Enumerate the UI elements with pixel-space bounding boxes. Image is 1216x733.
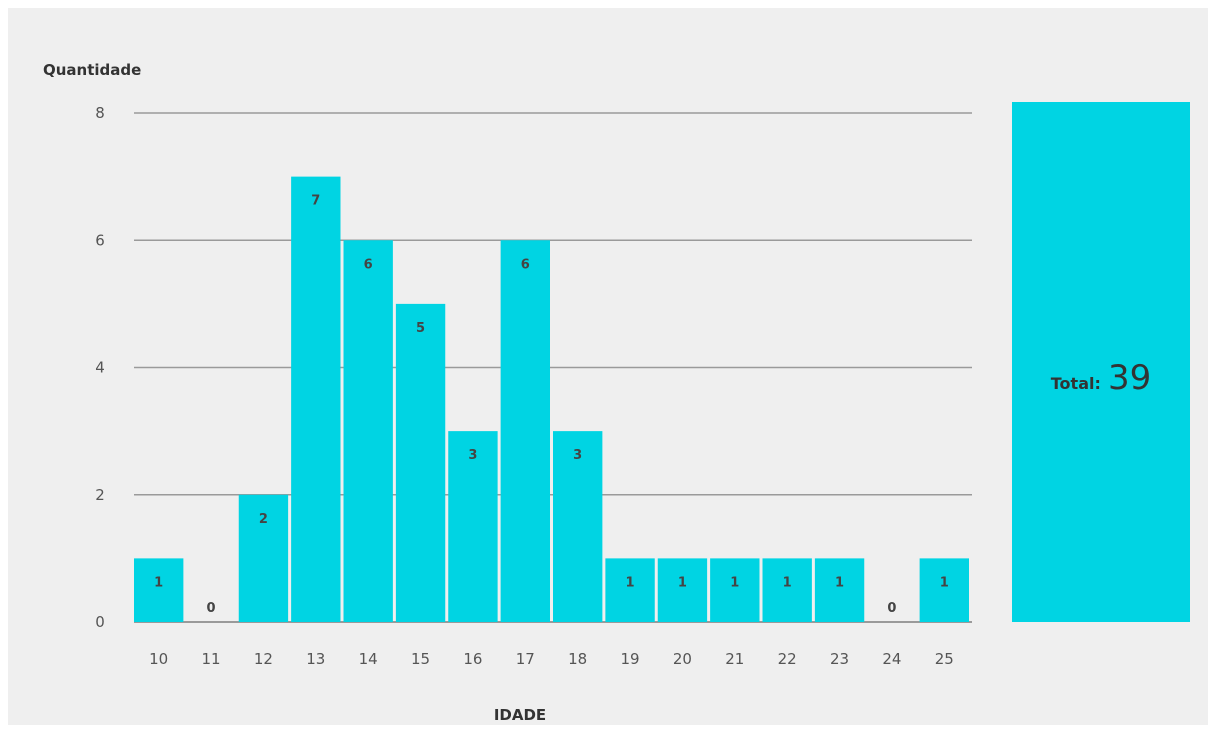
data-label: 6 — [364, 257, 373, 272]
total-label: Total: — [1051, 374, 1101, 393]
data-label: 1 — [835, 575, 844, 590]
data-label: 1 — [783, 575, 792, 590]
y-tick-labels: 0 2 4 6 8 — [95, 104, 105, 631]
x-tick-label: 13 — [306, 650, 325, 668]
y-tick-label: 2 — [95, 486, 105, 504]
bar — [344, 240, 393, 622]
data-label: 5 — [416, 321, 425, 336]
x-tick-label: 22 — [778, 650, 797, 668]
x-tick-label: 20 — [673, 650, 692, 668]
y-tick-label: 6 — [95, 231, 105, 249]
data-label: 3 — [468, 448, 477, 463]
x-tick-label: 19 — [621, 650, 640, 668]
x-tick-label: 21 — [725, 650, 744, 668]
x-tick-label: 18 — [568, 650, 587, 668]
x-tick-label: 14 — [359, 650, 378, 668]
bar — [291, 177, 340, 622]
x-tick-label: 11 — [202, 650, 221, 668]
x-tick-label: 12 — [254, 650, 273, 668]
y-tick-label: 8 — [95, 104, 105, 122]
y-axis-label: Quantidade — [43, 61, 141, 79]
bar — [501, 240, 550, 622]
data-label: 6 — [521, 257, 530, 272]
total-box — [1012, 102, 1190, 622]
data-label: 1 — [678, 575, 687, 590]
total-value: 39 — [1108, 358, 1151, 398]
data-label: 1 — [154, 575, 163, 590]
data-label: 0 — [887, 601, 896, 616]
data-label: 3 — [573, 448, 582, 463]
data-label: 1 — [940, 575, 949, 590]
x-tick-label: 24 — [882, 650, 901, 668]
data-label: 0 — [207, 601, 216, 616]
x-tick-label: 23 — [830, 650, 849, 668]
x-axis-label: IDADE — [494, 706, 546, 724]
x-tick-label: 17 — [516, 650, 535, 668]
x-tick-label: 25 — [935, 650, 954, 668]
data-label: 7 — [311, 194, 320, 209]
x-tick-label: 15 — [411, 650, 430, 668]
data-label: 1 — [626, 575, 635, 590]
data-label: 2 — [259, 512, 268, 527]
bars — [134, 177, 969, 622]
x-tick-labels: 10 11 12 13 14 15 16 17 18 19 20 21 22 23 24 25 — [149, 650, 954, 668]
y-tick-label: 4 — [95, 359, 105, 377]
x-tick-label: 16 — [463, 650, 482, 668]
y-tick-label: 0 — [95, 613, 105, 631]
bar — [396, 304, 445, 622]
data-label: 1 — [730, 575, 739, 590]
x-tick-label: 10 — [149, 650, 168, 668]
